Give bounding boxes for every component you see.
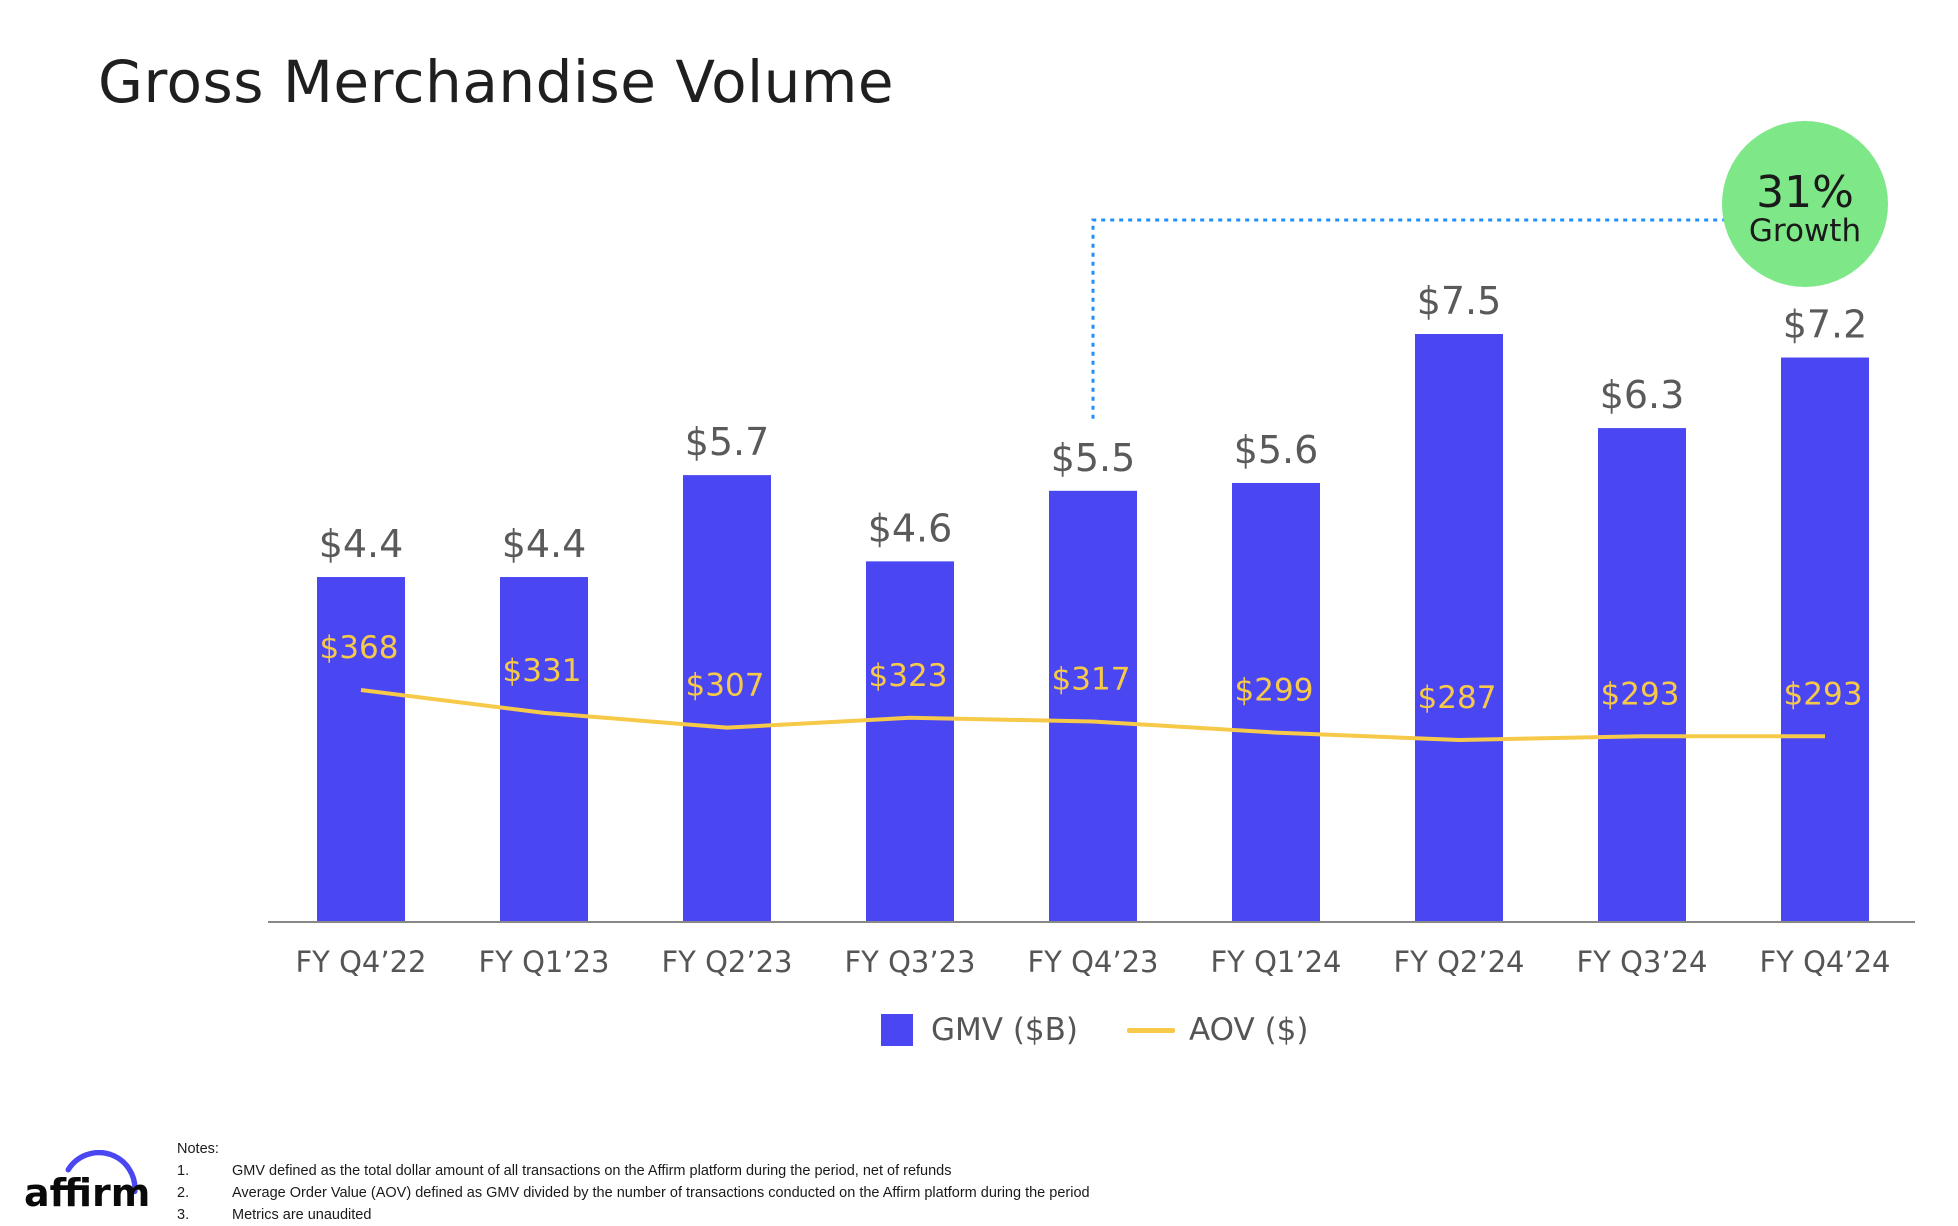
aov-value-label: $293 — [1601, 676, 1680, 712]
legend-item-aov: AOV ($) — [1127, 1012, 1309, 1048]
gmv-bar — [1781, 358, 1869, 922]
gmv-value-label: $4.4 — [319, 522, 404, 566]
gmv-bar — [1415, 334, 1503, 922]
aov-value-label: $293 — [1784, 676, 1863, 712]
gmv-value-label: $6.3 — [1600, 373, 1685, 417]
gmv-value-label: $4.4 — [502, 522, 587, 566]
gmv-bar — [1049, 491, 1137, 922]
gmv-bar — [500, 577, 588, 922]
gmv-value-label: $4.6 — [868, 506, 953, 550]
growth-value: 31% — [1722, 171, 1888, 215]
bar-series — [317, 334, 1869, 922]
aov-value-label: $368 — [320, 630, 399, 666]
x-axis: FY Q4’22 FY Q1’23 FY Q2’23 FY Q3’23 FY Q4’23… — [268, 922, 1915, 979]
aov-value-label: $323 — [869, 658, 948, 694]
gmv-value-label: $7.5 — [1417, 279, 1502, 323]
aov-value-label: $287 — [1418, 680, 1497, 716]
note-number: 2. — [177, 1182, 232, 1204]
gmv-value-label: $5.7 — [685, 420, 770, 464]
legend-item-gmv: GMV ($B) — [881, 1012, 1078, 1048]
x-tick-label: FY Q2’24 — [1393, 945, 1524, 979]
affirm-logo: affirm — [22, 1150, 162, 1210]
legend-swatch-gmv — [881, 1014, 913, 1046]
gmv-bar — [317, 577, 405, 922]
gmv-value-label: $5.5 — [1051, 436, 1136, 480]
aov-value-label: $299 — [1235, 673, 1314, 709]
x-tick-label: FY Q3’23 — [844, 945, 975, 979]
aov-value-label: $331 — [503, 653, 582, 689]
x-tick-label: FY Q4’22 — [295, 945, 426, 979]
note-text: Metrics are unaudited — [232, 1204, 371, 1226]
note-text: GMV defined as the total dollar amount o… — [232, 1160, 952, 1182]
note-item: 3. Metrics are unaudited — [177, 1204, 1277, 1226]
note-number: 1. — [177, 1160, 232, 1182]
growth-text: Growth — [1722, 215, 1888, 247]
note-item: 2. Average Order Value (AOV) defined as … — [177, 1182, 1277, 1204]
gmv-chart: $4.4 $4.4 $5.7 $4.6 $5.5 $5.6 $7.5 $6.3 $7.2 $368… — [0, 0, 1958, 1000]
note-number: 3. — [177, 1204, 232, 1226]
x-tick-label: FY Q4’24 — [1759, 945, 1890, 979]
x-tick-label: FY Q4’23 — [1027, 945, 1158, 979]
x-tick-label: FY Q1’23 — [478, 945, 609, 979]
gmv-value-label: $5.6 — [1234, 428, 1319, 472]
growth-badge: 31% Growth — [1722, 121, 1888, 287]
notes: Notes: 1. GMV defined as the total dolla… — [177, 1138, 1277, 1226]
gmv-bar — [1598, 428, 1686, 922]
legend: GMV ($B) AOV ($) — [0, 1012, 1958, 1056]
aov-value-label: $307 — [686, 668, 765, 704]
legend-label-aov: AOV ($) — [1189, 1012, 1309, 1048]
note-text: Average Order Value (AOV) defined as GMV… — [232, 1182, 1090, 1204]
note-item: 1. GMV defined as the total dollar amoun… — [177, 1160, 1277, 1182]
legend-swatch-aov — [1127, 1028, 1175, 1033]
x-tick-label: FY Q1’24 — [1210, 945, 1341, 979]
gmv-value-label: $7.2 — [1783, 303, 1868, 347]
aov-value-label: $317 — [1052, 661, 1131, 697]
gmv-bar — [866, 561, 954, 922]
affirm-logo-text: affirm — [24, 1171, 150, 1210]
notes-heading: Notes: — [177, 1138, 1277, 1160]
x-tick-label: FY Q2’23 — [661, 945, 792, 979]
legend-label-gmv: GMV ($B) — [931, 1012, 1078, 1048]
x-tick-label: FY Q3’24 — [1576, 945, 1707, 979]
